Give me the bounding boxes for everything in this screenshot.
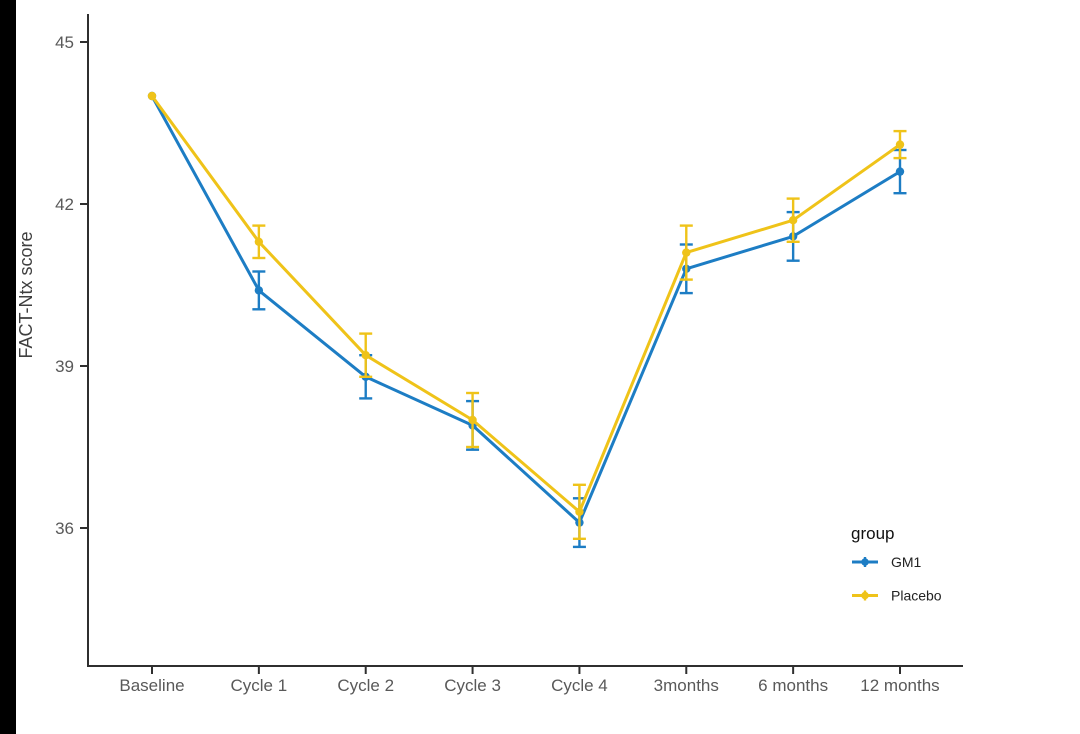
data-point: [788, 216, 798, 225]
legend-key-point: [861, 558, 869, 566]
legend-label: Placebo: [891, 588, 942, 604]
y-tick-label: 36: [55, 519, 74, 538]
series-line-gm1: [150, 94, 902, 525]
data-point: [895, 140, 905, 149]
data-point: [575, 507, 584, 516]
x-tick-label: 6 months: [758, 676, 828, 695]
y-tick-label: 42: [55, 195, 74, 214]
y-tick-label: 45: [55, 33, 74, 52]
x-tick-label: Cycle 2: [337, 676, 394, 695]
series-line-placebo: [150, 94, 902, 514]
y-axis-title: FACT-Ntx score: [16, 231, 36, 358]
legend-label: GM1: [891, 554, 922, 570]
x-tick-label: Cycle 3: [444, 676, 501, 695]
data-point: [682, 248, 691, 257]
data-point: [895, 167, 905, 176]
data-point: [254, 237, 264, 246]
y-tick-label: 39: [55, 357, 74, 376]
x-tick-label: Baseline: [119, 676, 184, 695]
data-point: [361, 351, 370, 360]
x-tick-label: Cycle 1: [231, 676, 288, 695]
x-tick-label: Cycle 4: [551, 676, 608, 695]
legend-title: group: [851, 524, 894, 543]
data-point: [147, 91, 157, 101]
x-tick-label: 3months: [654, 676, 719, 695]
screen-edge-black-bar: [0, 0, 16, 734]
data-point: [254, 286, 264, 295]
legend-key-point: [861, 591, 869, 600]
data-point: [468, 415, 477, 425]
x-tick-label: 12 months: [860, 676, 939, 695]
